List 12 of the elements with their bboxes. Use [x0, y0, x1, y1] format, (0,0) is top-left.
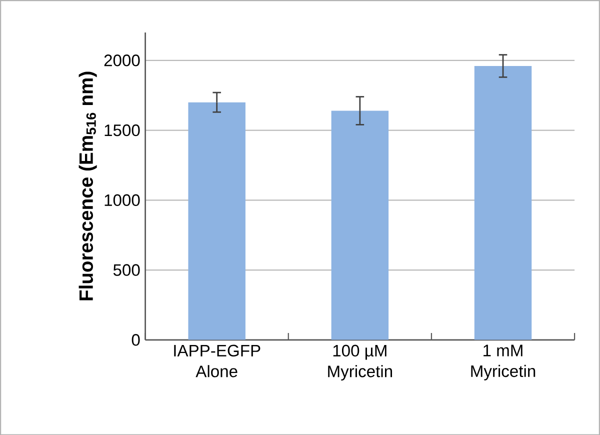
- bar: [474, 66, 532, 340]
- y-tick-label: 1000: [104, 194, 140, 206]
- bar: [188, 102, 246, 340]
- x-tick-label: 1 mM Myricetin: [471, 344, 536, 380]
- y-tick-label: 1500: [104, 124, 140, 136]
- y-axis-title: Fluorescence (Em$_{516}$ nm): [78, 72, 97, 300]
- y-tick-label: 0: [132, 334, 140, 346]
- y-tick-label: 500: [113, 264, 140, 276]
- x-tick-label: 100 µM Myricetin: [328, 344, 392, 380]
- y-tick-label: 2000: [104, 54, 140, 66]
- bar: [331, 110, 389, 340]
- x-tick-label: IAPP-EGFP Alone: [174, 344, 260, 378]
